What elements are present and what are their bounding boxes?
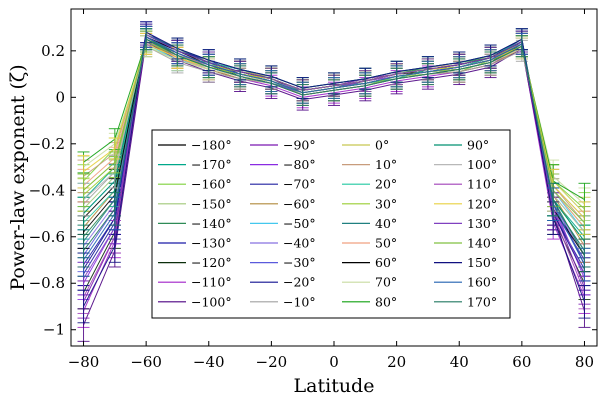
legend-item: −30°	[250, 255, 316, 270]
legend-label: 110°	[467, 177, 497, 192]
legend-item: −70°	[250, 177, 316, 192]
legend-label: 0°	[375, 138, 389, 153]
legend-item: 130°	[434, 216, 497, 231]
legend-label: −40°	[283, 236, 316, 251]
legend-item: 110°	[434, 177, 497, 192]
legend-label: 10°	[375, 157, 397, 172]
y-tick-label: 0	[55, 88, 65, 106]
legend-label: 50°	[375, 236, 397, 251]
legend-item: 30°	[342, 196, 397, 211]
legend-item: 20°	[342, 177, 397, 192]
legend-item: 150°	[434, 255, 497, 270]
legend-item: −140°	[158, 216, 232, 231]
legend-item: −10°	[250, 294, 316, 309]
legend-item: −120°	[158, 255, 232, 270]
x-tick-label: 60	[512, 353, 531, 371]
x-tick-label: 20	[387, 353, 406, 371]
legend-label: 80°	[375, 294, 397, 309]
legend-item: 100°	[434, 157, 497, 172]
y-tick-label: −0.4	[29, 181, 65, 199]
y-tick-label: −0.8	[29, 274, 65, 292]
legend-item: −160°	[158, 177, 232, 192]
x-axis-title: Latitude	[294, 375, 375, 397]
legend-label: 90°	[467, 138, 489, 153]
x-tick-label: −40	[193, 353, 225, 371]
legend-label: −10°	[283, 294, 316, 309]
legend-label: −90°	[283, 138, 316, 153]
legend-item: 0°	[342, 138, 389, 153]
legend-label: −130°	[191, 236, 232, 251]
legend-label: −150°	[191, 196, 232, 211]
y-tick-label: 0.2	[41, 42, 65, 60]
legend-label: 150°	[467, 255, 497, 270]
legend-label: −60°	[283, 196, 316, 211]
x-tick-label: −80	[68, 353, 100, 371]
legend-label: 140°	[467, 236, 497, 251]
legend-label: −140°	[191, 216, 232, 231]
y-tick-label: −0.2	[29, 135, 65, 153]
legend-item: −90°	[250, 138, 316, 153]
y-tick-label: −0.6	[29, 228, 65, 246]
legend-label: −30°	[283, 255, 316, 270]
legend-label: −160°	[191, 177, 232, 192]
legend: −180° −170° −160° −150° −140° −130° −120° −110°…	[151, 129, 511, 319]
legend-item: −110°	[158, 275, 232, 290]
x-tick-label: −60	[130, 353, 162, 371]
legend-item: −20°	[250, 275, 316, 290]
x-tick-label: −20	[256, 353, 288, 371]
legend-item: −170°	[158, 157, 232, 172]
legend-item: −180°	[158, 138, 232, 153]
legend-item: 160°	[434, 275, 497, 290]
legend-item: 140°	[434, 236, 497, 251]
x-tick-label: 40	[450, 353, 469, 371]
x-tick-label: 80	[575, 353, 594, 371]
y-axis-title: Power-law exponent (ζ)	[7, 64, 29, 290]
legend-label: −100°	[191, 294, 232, 309]
legend-item: −50°	[250, 216, 316, 231]
x-tick-label: 0	[329, 353, 339, 371]
legend-label: −20°	[283, 275, 316, 290]
legend-label: −120°	[191, 255, 232, 270]
legend-item: 120°	[434, 196, 497, 211]
series-36	[77, 28, 591, 273]
legend-label: 100°	[467, 157, 497, 172]
legend-label: −70°	[283, 177, 316, 192]
ticks: −80 −60 −40 −20 0 20 40 60 80 0.2 0 −0.2 −0.4 −0.6 −0.…	[29, 9, 597, 371]
legend-label: 40°	[375, 216, 397, 231]
legend-item: 70°	[342, 275, 397, 290]
legend-item: 50°	[342, 236, 397, 251]
legend-item: 170°	[434, 294, 497, 309]
legend-label: −110°	[191, 275, 232, 290]
legend-label: 160°	[467, 275, 497, 290]
legend-label: 20°	[375, 177, 397, 192]
legend-item: 60°	[342, 255, 397, 270]
legend-item: −100°	[158, 294, 232, 309]
legend-label: 130°	[467, 216, 497, 231]
legend-item: 90°	[434, 138, 489, 153]
legend-item: −130°	[158, 236, 232, 251]
legend-label: −50°	[283, 216, 316, 231]
legend-label: 70°	[375, 275, 397, 290]
series-layer	[77, 21, 591, 342]
legend-item: −150°	[158, 196, 232, 211]
legend-item: 80°	[342, 294, 397, 309]
legend-box	[151, 129, 511, 319]
y-tick-label: −1	[43, 321, 65, 339]
legend-item: 40°	[342, 216, 397, 231]
legend-label: 170°	[467, 294, 497, 309]
legend-label: −80°	[283, 157, 316, 172]
legend-item: −80°	[250, 157, 316, 172]
legend-label: 30°	[375, 196, 397, 211]
legend-label: −180°	[191, 138, 232, 153]
legend-label: 120°	[467, 196, 497, 211]
legend-label: 60°	[375, 255, 397, 270]
legend-item: 10°	[342, 157, 397, 172]
legend-label: −170°	[191, 157, 232, 172]
legend-item: −40°	[250, 236, 316, 251]
legend-item: −60°	[250, 196, 316, 211]
